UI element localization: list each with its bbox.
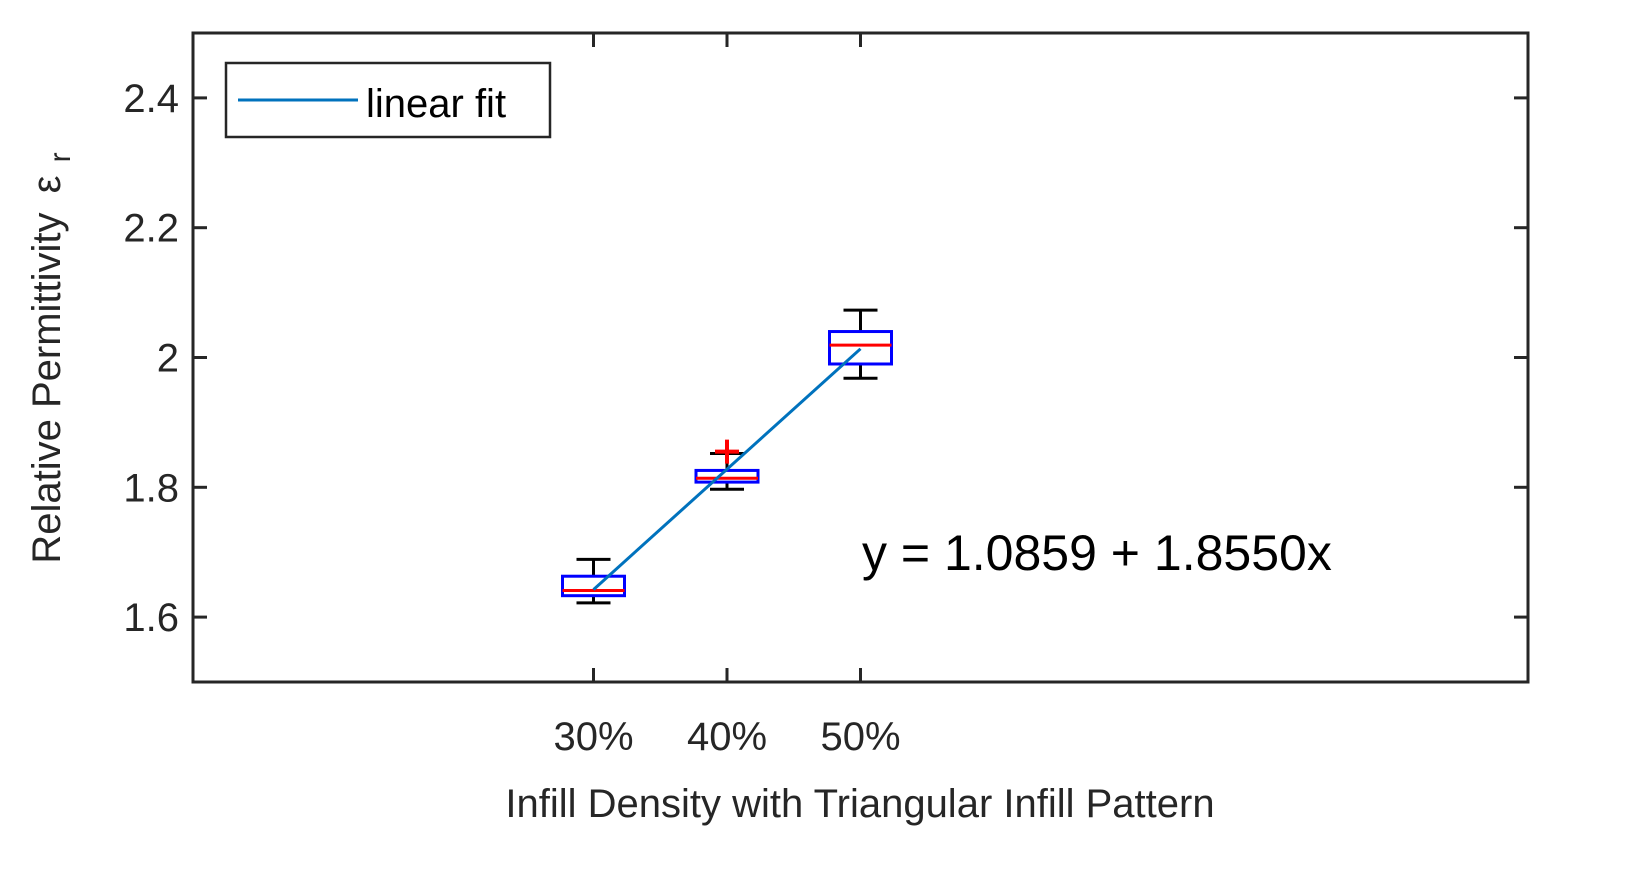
x-tick-label: 30% [553,715,633,759]
y-tick-label: 1.6 [123,596,179,640]
box-2 [694,439,760,491]
boxes-layer [561,308,893,605]
y-axis-title-epsilon: ε [25,175,69,193]
fit-equation-annotation: y = 1.0859 + 1.8550x [862,525,1332,581]
x-axis-ticks: 30% 40% 50% [553,33,901,759]
y-tick-label: 2.2 [123,207,179,251]
y-axis-title: Relative Permittivity ε r [25,152,77,563]
iqr-box [561,574,626,598]
legend: linear fit [224,61,552,139]
plot-area-background [193,33,1528,682]
x-tick-label: 40% [687,715,767,759]
linear-fit-line [592,347,862,591]
y-tick-label: 2 [157,337,179,381]
y-axis-title-subscript: r [44,152,77,162]
svg-text:Relative Permittivity ε: Relative Permittivity ε r [25,152,77,563]
y-axis-ticks: 1.6 1.8 2 2.2 2.4 [123,77,1528,640]
iqr-box [828,330,893,366]
y-tick-label: 2.4 [123,77,179,121]
x-tick-label: 50% [820,715,900,759]
fit-layer [592,347,862,591]
y-tick-label: 1.8 [123,466,179,510]
legend-label-linear-fit: linear fit [366,82,506,126]
x-axis-title: Infill Density with Triangular Infill Pa… [505,782,1214,826]
box-1 [561,557,626,605]
outlier-marker [715,439,739,464]
y-axis-title-text: Relative Permittivity [25,212,69,563]
box-3 [828,308,893,380]
